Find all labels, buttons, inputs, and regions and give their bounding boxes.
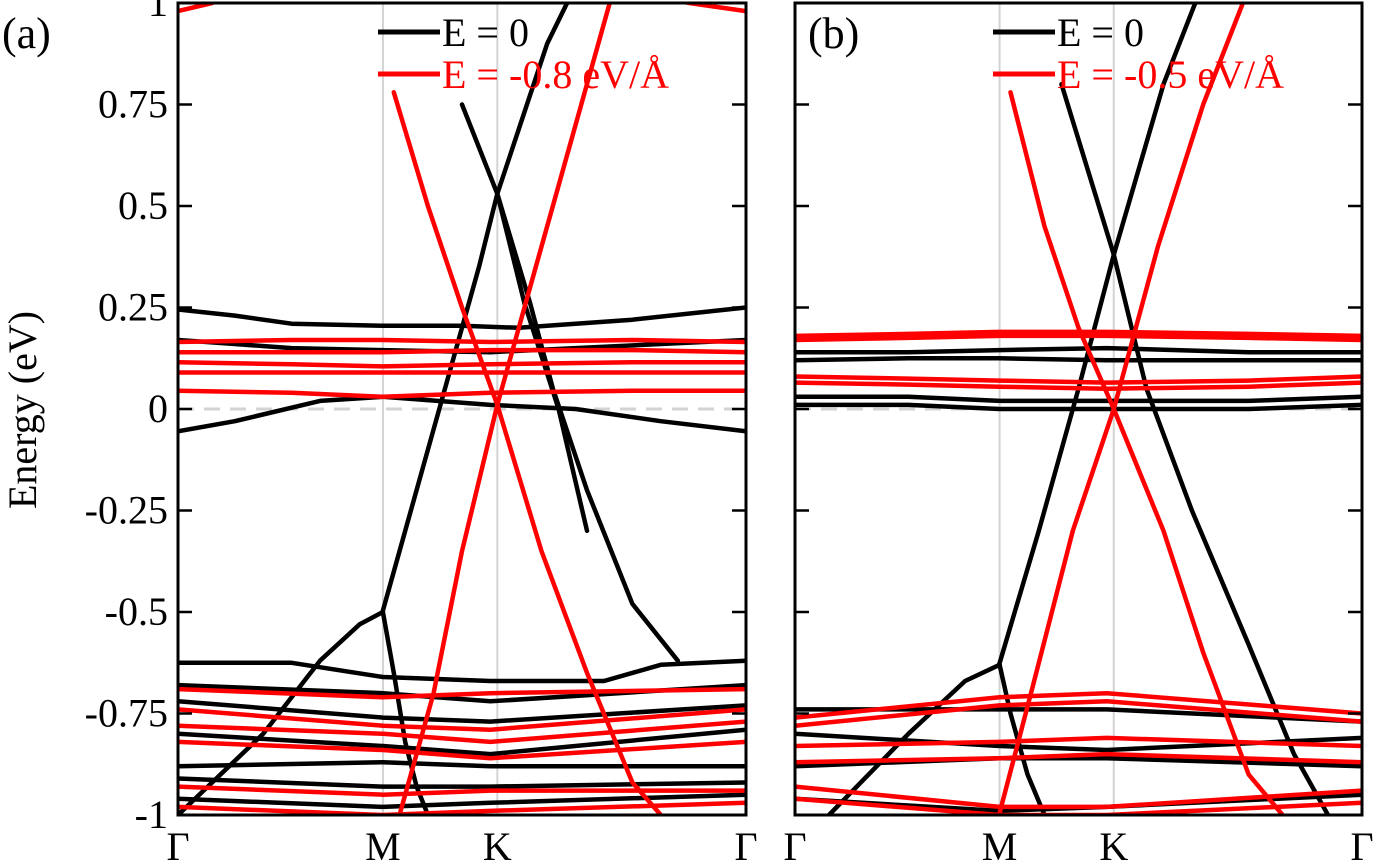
y-tick-label-0-5: 0.5 (118, 183, 168, 228)
band-line-24 (178, 686, 746, 700)
band-line-7 (380, 609, 431, 815)
band-line-29 (178, 800, 746, 815)
band-line-14 (795, 329, 1362, 339)
band-line-18 (795, 690, 1362, 720)
band-line-16 (795, 374, 1362, 385)
band-line-26 (178, 719, 746, 745)
x-tick-label-2: K (1099, 824, 1128, 865)
panel-a: E = 0E = -0.8 eV/Å 1 0.75 0.5 0.25 0 -0.25 -0.5… (2, 0, 758, 865)
y-tick-label-0-75: 0.75 (98, 82, 168, 127)
y-axis-title: Energy (eV) (0, 311, 45, 509)
band-line-15 (391, 90, 664, 815)
band-line-12 (1008, 90, 1285, 815)
y-tick-label--0-75: -0.75 (85, 691, 168, 736)
y-tick-label--0-25: -0.25 (85, 488, 168, 533)
x-tick-label-2: K (483, 824, 512, 865)
band-line-2 (495, 191, 681, 663)
bands-group (178, 3, 746, 815)
band-line-19 (178, 360, 746, 369)
band-line-13 (996, 3, 1246, 815)
legend-label-0: E = 0 (442, 10, 529, 55)
panel-label: (a) (2, 9, 51, 58)
x-tick-label-1: M (982, 824, 1018, 865)
band-line-27 (178, 739, 746, 761)
legend-label-0: E = 0 (1057, 10, 1144, 55)
band-line-11 (178, 727, 746, 757)
band-line-4 (178, 394, 746, 434)
x-tick-label-0: Γ (783, 824, 806, 865)
x-tick-label-0: Γ (166, 824, 189, 865)
band-line-17 (178, 337, 746, 345)
band-line-22 (178, 3, 218, 14)
legend-label-1: E = -0.8 eV/Å (442, 52, 669, 97)
band-line-3 (178, 305, 746, 331)
band-line-14 (178, 792, 746, 810)
y-tick-label-0: 0 (148, 386, 168, 431)
band-line-0 (996, 3, 1198, 668)
y-tick-label-1: 1 (148, 0, 168, 25)
panel-b: E = 0E = -0.5 eV/Å Γ M K Γ (b) (783, 1, 1373, 865)
band-line-21 (178, 388, 746, 400)
x-tick-label-3: Γ (734, 824, 757, 865)
band-line-4 (795, 394, 1362, 404)
band-line-5 (795, 402, 1362, 412)
bands-group (795, 3, 1362, 815)
band-line-17 (795, 380, 1362, 391)
band-line-23 (795, 796, 1362, 815)
band-line-13 (178, 776, 746, 789)
legend-label-1: E = -0.5 eV/Å (1057, 52, 1284, 97)
y-tick-label--0-5: -0.5 (105, 589, 168, 634)
x-tick-label-3: Γ (1350, 824, 1373, 865)
y-tick-label--1: -1 (135, 792, 168, 837)
y-tick-label-0-25: 0.25 (98, 285, 168, 330)
band-line-15 (795, 333, 1362, 343)
band-line-23 (677, 3, 746, 14)
band-line-20 (795, 735, 1362, 749)
band-line-0 (380, 3, 570, 615)
band-line-22 (795, 784, 1362, 810)
band-line-8 (178, 658, 746, 684)
band-line-19 (795, 699, 1362, 728)
band-line-3 (795, 356, 1362, 363)
band-line-21 (795, 751, 1362, 765)
band-line-6 (178, 609, 386, 815)
panel-label: (b) (808, 9, 859, 58)
x-tick-label-1: M (365, 824, 401, 865)
band-line-12 (178, 759, 746, 769)
band-line-28 (178, 784, 746, 797)
band-line-25 (178, 707, 746, 732)
band-line-2 (795, 345, 1362, 355)
band-line-1 (1059, 81, 1331, 815)
band-line-18 (178, 347, 746, 355)
band-line-10 (178, 699, 746, 724)
